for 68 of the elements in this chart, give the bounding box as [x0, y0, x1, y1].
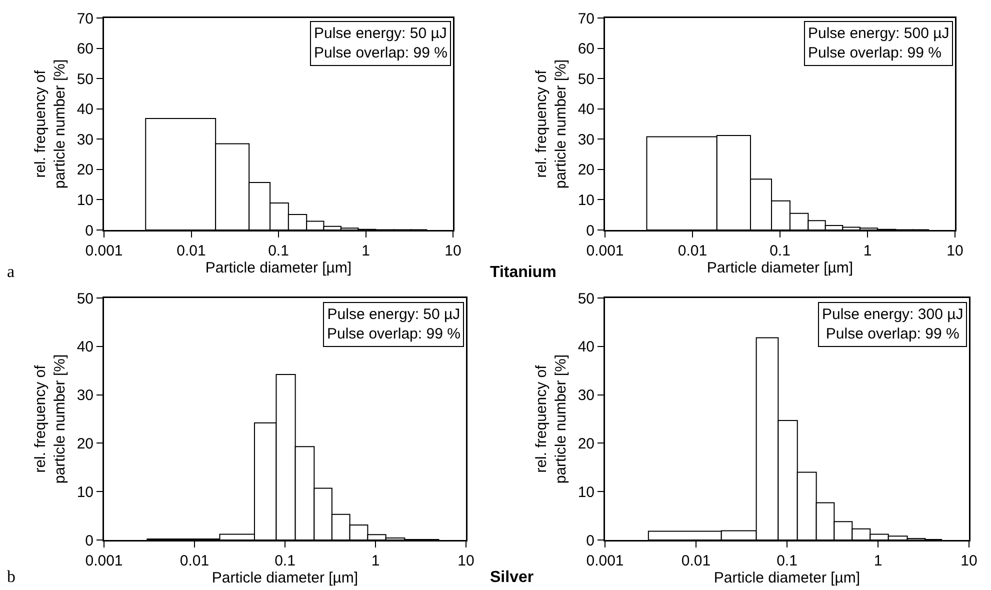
text: b [7, 567, 16, 586]
y-tick-label: 30 [578, 387, 594, 404]
y-tick-label: 10 [578, 484, 594, 501]
annotation: Pulse energy: 50 µJ [314, 25, 447, 42]
y-tick-label: 60 [76, 40, 94, 58]
annotation: Pulse overlap: 99 % [808, 44, 942, 62]
x-axis-title: Particle diameter [µm] [205, 260, 352, 276]
y-tick-label: 0 [586, 532, 594, 550]
y-tick-label: 40 [76, 338, 94, 356]
y-tick-label: 10 [76, 484, 94, 501]
annotation: Pulse energy: 500 µJ [808, 25, 950, 42]
text: a [7, 262, 15, 281]
y-axis-title: rel. frequency of particle number [%] [32, 59, 68, 189]
x-tick-label: 0.001 [586, 552, 624, 570]
x-tick-label: 1 [874, 552, 882, 570]
annotation: Pulse overlap: 99 % [314, 44, 448, 62]
y-tick-label: 20 [578, 162, 594, 179]
y-tick-label: 40 [76, 101, 94, 118]
x-tick-label: 1 [362, 242, 370, 260]
x-tick-label: 0.01 [678, 242, 708, 260]
text: Silver [490, 569, 534, 586]
y-tick-label: 10 [76, 192, 94, 209]
x-tick-label: 1 [863, 242, 872, 260]
y-tick-label: 60 [578, 40, 594, 58]
x-tick-label: 0.1 [268, 242, 289, 260]
y-tick-label: 20 [76, 162, 94, 179]
y-tick-label: 20 [578, 435, 594, 452]
x-tick-label: 0.001 [85, 242, 123, 260]
x-tick-label: 0.1 [770, 242, 790, 260]
x-tick-label: 0.001 [85, 552, 123, 570]
x-tick-label: 0.1 [776, 552, 798, 570]
y-tick-label: 30 [76, 131, 94, 148]
text: Titanium [490, 264, 556, 281]
x-tick-label: 0.001 [586, 242, 624, 260]
x-tick-label: 1 [371, 552, 380, 570]
y-axis-title: rel. frequency of particle number [%] [532, 354, 570, 484]
x-tick-label: 0.01 [180, 552, 210, 570]
y-tick-label: 0 [586, 222, 594, 240]
x-tick-label: 0.01 [681, 552, 711, 570]
y-tick-label: 0 [85, 222, 94, 240]
y-tick-label: 70 [578, 10, 594, 28]
x-tick-label: 0.1 [274, 552, 296, 570]
x-axis-title: Particle diameter [µm] [212, 570, 358, 586]
x-tick-label: 10 [444, 242, 462, 260]
x-tick-label: 10 [946, 242, 964, 260]
y-tick-label: 0 [85, 532, 94, 550]
x-tick-label: 0.01 [176, 242, 206, 260]
annotation: Pulse energy: 50 µJ [327, 306, 460, 323]
annotation: Pulse overlap: 99 % [826, 326, 960, 342]
y-axis-title: rel. frequency of particle number [%] [32, 354, 68, 484]
y-tick-label: 50 [578, 290, 594, 308]
x-tick-label: 10 [458, 552, 474, 570]
x-axis-title: Particle diameter [µm] [714, 570, 860, 586]
annotation: Pulse energy: 300 µJ [822, 306, 964, 323]
y-tick-label: 30 [578, 131, 594, 148]
x-axis-title: Particle diameter [µm] [706, 260, 854, 276]
y-tick-label: 40 [578, 101, 594, 118]
y-tick-label: 10 [578, 192, 594, 209]
y-tick-label: 30 [76, 387, 94, 404]
x-tick-label: 10 [960, 552, 978, 570]
y-tick-label: 40 [578, 338, 594, 356]
y-tick-label: 20 [76, 435, 94, 452]
y-tick-label: 70 [76, 10, 94, 28]
y-tick-label: 50 [76, 70, 94, 88]
annotation: Pulse overlap: 99 % [327, 326, 460, 342]
y-tick-label: 50 [578, 70, 594, 88]
y-tick-label: 50 [76, 290, 94, 308]
y-axis-title: rel. frequency of particle number [%] [532, 59, 570, 189]
